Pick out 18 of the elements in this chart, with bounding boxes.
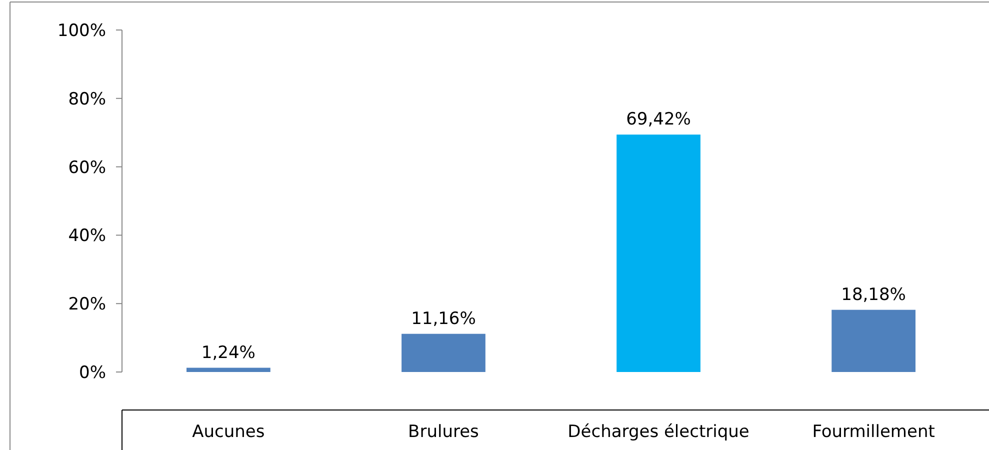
y-tick-label: 0% <box>79 362 106 383</box>
x-tick-label: Brulures <box>408 422 480 442</box>
bar <box>402 334 486 372</box>
y-tick-label: 40% <box>68 226 106 246</box>
x-tick-label: Décharges électrique <box>568 422 750 442</box>
bar <box>616 134 700 372</box>
x-tick-label: Fourmillement <box>812 422 936 442</box>
y-tick-label: 20% <box>68 294 106 315</box>
y-tick-label: 60% <box>68 158 106 178</box>
x-tick-label: Aucunes <box>192 422 265 442</box>
data-label: 1,24% <box>201 342 256 363</box>
y-tick-label: 80% <box>68 89 106 110</box>
data-label: 18,18% <box>841 284 906 305</box>
bar <box>832 310 916 372</box>
data-label: 11,16% <box>411 308 476 329</box>
data-label: 69,42% <box>626 110 691 130</box>
bar <box>186 368 270 372</box>
y-tick-label: 100% <box>57 20 106 41</box>
